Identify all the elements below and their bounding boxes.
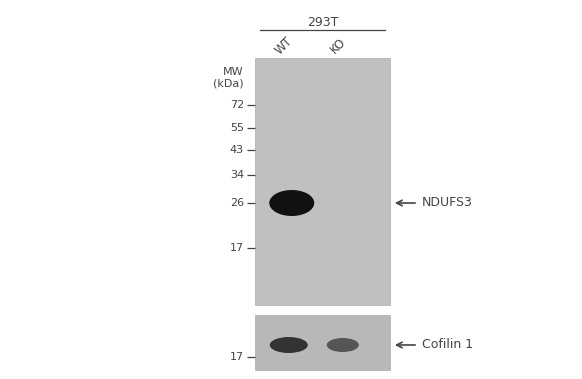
Text: 17: 17 — [230, 243, 244, 253]
Text: KO: KO — [328, 35, 349, 56]
Text: 17: 17 — [230, 352, 244, 362]
Bar — [255, 58, 390, 305]
Text: 72: 72 — [230, 100, 244, 110]
Text: 34: 34 — [230, 170, 244, 180]
Text: WT: WT — [273, 34, 296, 57]
Text: 293T: 293T — [307, 16, 338, 28]
Text: 26: 26 — [230, 198, 244, 208]
Text: 43: 43 — [230, 145, 244, 155]
Text: NDUFS3: NDUFS3 — [422, 196, 473, 210]
Text: MW: MW — [223, 67, 244, 77]
Text: (kDa): (kDa) — [214, 79, 244, 89]
Ellipse shape — [269, 337, 308, 353]
Bar — [255, 315, 390, 370]
Ellipse shape — [269, 190, 314, 216]
Ellipse shape — [327, 338, 359, 352]
Text: Cofilin 1: Cofilin 1 — [422, 338, 473, 351]
Text: 55: 55 — [230, 123, 244, 133]
